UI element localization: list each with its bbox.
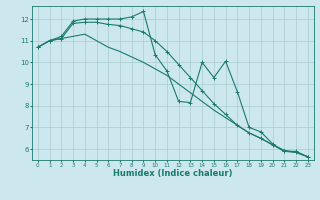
X-axis label: Humidex (Indice chaleur): Humidex (Indice chaleur) [113, 169, 233, 178]
